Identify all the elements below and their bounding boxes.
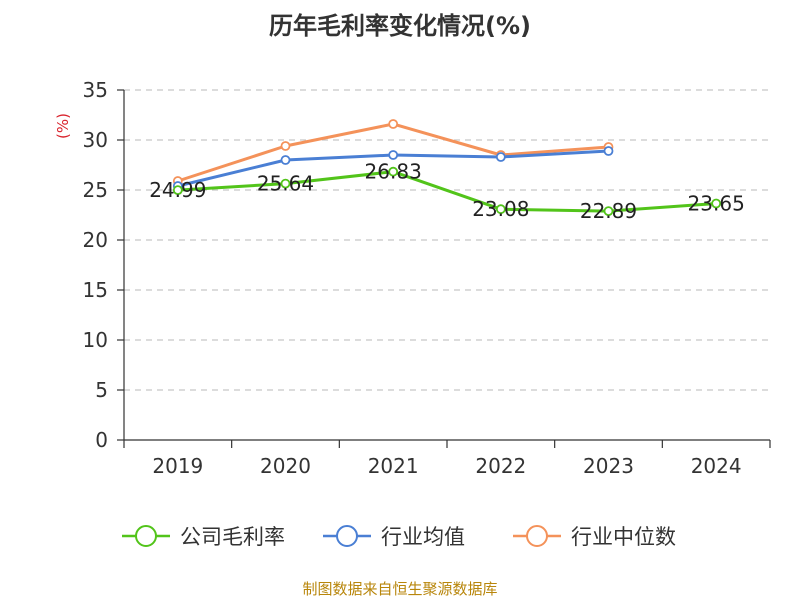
legend-marker-0: [135, 525, 157, 547]
data-point-s1-2021: [388, 150, 399, 160]
data-point-s1-2022: [495, 152, 506, 162]
data-point-s0-2022: [495, 204, 506, 215]
legend-label-1: 行业均值: [381, 525, 465, 549]
data-label-2020: 25.64: [257, 172, 314, 196]
series-line-0: [177, 170, 717, 213]
x-tick-label-2024: 2024: [691, 454, 742, 478]
legend: 公司毛利率 行业均值 行业中位数: [122, 525, 676, 549]
y-tick-label-25: 25: [83, 178, 108, 202]
series-lines: [177, 122, 717, 213]
data-labels: 24.99 25.64 26.83 23.08 22.89 23.65: [149, 160, 745, 223]
data-point-s0-2021: [388, 166, 399, 177]
legend-marker-2: [526, 525, 548, 547]
y-axis-unit-label: (%): [54, 113, 72, 139]
y-tick-label-10: 10: [83, 328, 108, 352]
axes: [123, 90, 770, 441]
legend-label-0: 公司毛利率: [180, 525, 285, 549]
source-note: 制图数据来自恒生聚源数据库: [302, 580, 497, 598]
y-tick-label-30: 30: [83, 128, 108, 152]
series-points: [172, 119, 722, 217]
y-tick-label-0: 0: [95, 428, 108, 452]
x-tick-label-2019: 2019: [152, 454, 203, 478]
legend-label-2: 行业中位数: [571, 525, 676, 549]
y-axis-ticks: 0 5 10 15 20 25 30 35: [83, 78, 124, 452]
legend-marker-1: [336, 525, 358, 547]
y-tick-label-5: 5: [95, 378, 108, 402]
data-point-s1-2023: [603, 146, 614, 156]
data-point-s2-2020: [280, 141, 291, 151]
x-tick-label-2022: 2022: [475, 454, 526, 478]
legend-item-0: 公司毛利率: [122, 525, 285, 549]
chart-title: 历年毛利率变化情况(%): [269, 12, 531, 40]
y-tick-label-20: 20: [83, 228, 108, 252]
data-label-2024: 23.65: [688, 192, 745, 216]
data-point-s0-2023: [603, 206, 614, 217]
data-label-2019: 24.99: [149, 178, 206, 202]
y-tick-label-15: 15: [83, 278, 108, 302]
data-label-2022: 23.08: [472, 197, 529, 221]
data-label-2021: 26.83: [365, 160, 422, 184]
x-tick-label-2021: 2021: [368, 454, 419, 478]
grid-lines: [124, 89, 770, 391]
y-tick-label-35: 35: [83, 78, 108, 102]
x-tick-label-2023: 2023: [583, 454, 634, 478]
data-point-s2-2021: [388, 119, 399, 129]
data-label-2023: 22.89: [580, 199, 637, 223]
data-point-s0-2020: [280, 178, 291, 189]
legend-item-2: 行业中位数: [513, 525, 676, 549]
data-point-s0-2019: [172, 185, 183, 196]
x-axis-ticks: 2019 2020 2021 2022 2023 2024: [123, 440, 771, 478]
data-point-s1-2020: [280, 155, 291, 165]
data-point-s0-2024: [711, 198, 722, 209]
legend-item-1: 行业均值: [323, 525, 465, 549]
x-tick-label-2020: 2020: [260, 454, 311, 478]
